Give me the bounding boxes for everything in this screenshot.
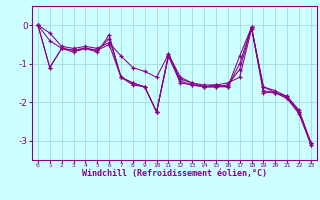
X-axis label: Windchill (Refroidissement éolien,°C): Windchill (Refroidissement éolien,°C) — [82, 169, 267, 178]
